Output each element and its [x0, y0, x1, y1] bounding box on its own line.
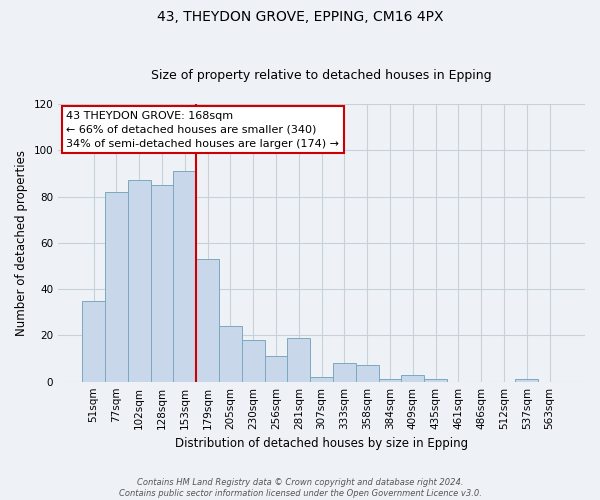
- Bar: [379, 380, 401, 382]
- Bar: [515, 380, 538, 382]
- Text: 43, THEYDON GROVE, EPPING, CM16 4PX: 43, THEYDON GROVE, EPPING, CM16 4PX: [157, 10, 443, 24]
- Bar: [128, 180, 151, 382]
- Text: 43 THEYDON GROVE: 168sqm
← 66% of detached houses are smaller (340)
34% of semi-: 43 THEYDON GROVE: 168sqm ← 66% of detach…: [66, 111, 339, 149]
- Text: Contains HM Land Registry data © Crown copyright and database right 2024.
Contai: Contains HM Land Registry data © Crown c…: [119, 478, 481, 498]
- Bar: [196, 259, 219, 382]
- Bar: [242, 340, 265, 382]
- Bar: [219, 326, 242, 382]
- Bar: [356, 366, 379, 382]
- Bar: [287, 338, 310, 382]
- Bar: [105, 192, 128, 382]
- Bar: [424, 380, 447, 382]
- Bar: [401, 374, 424, 382]
- Y-axis label: Number of detached properties: Number of detached properties: [15, 150, 28, 336]
- Bar: [173, 171, 196, 382]
- Bar: [310, 377, 333, 382]
- Bar: [265, 356, 287, 382]
- X-axis label: Distribution of detached houses by size in Epping: Distribution of detached houses by size …: [175, 437, 468, 450]
- Bar: [151, 185, 173, 382]
- Bar: [82, 300, 105, 382]
- Bar: [333, 363, 356, 382]
- Title: Size of property relative to detached houses in Epping: Size of property relative to detached ho…: [151, 69, 492, 82]
